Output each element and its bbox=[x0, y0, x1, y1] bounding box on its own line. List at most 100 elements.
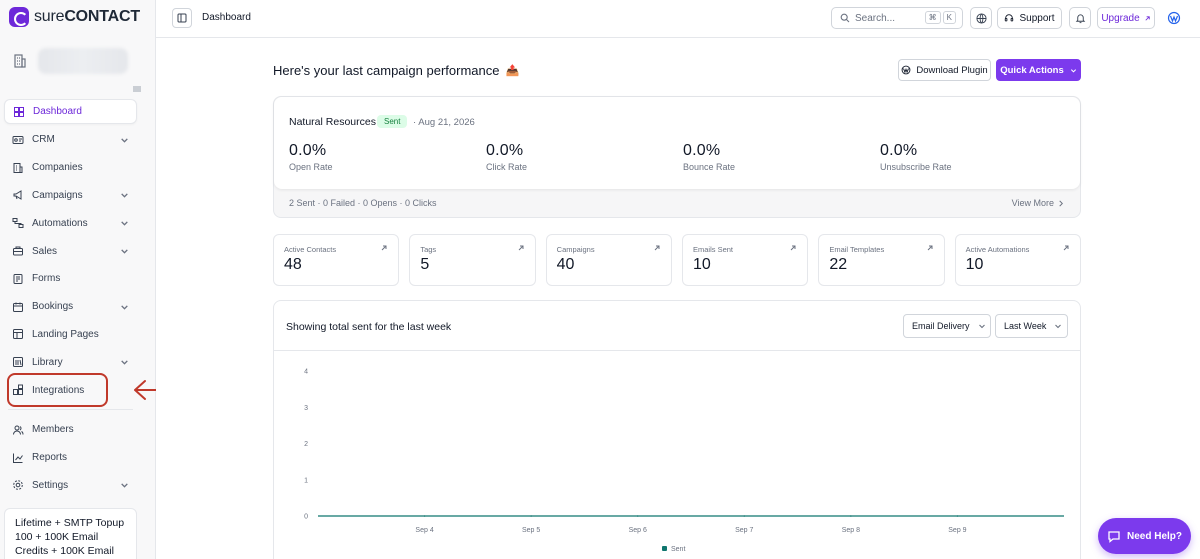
stat-label: Active Automations bbox=[965, 245, 1030, 254]
sidebar-item-label: Landing Pages bbox=[32, 328, 99, 340]
stat-card-active-automations[interactable]: Active Automations 10 bbox=[954, 234, 1081, 286]
support-label: Support bbox=[1019, 12, 1055, 24]
sidebar-item-reports[interactable]: Reports bbox=[4, 444, 137, 472]
stat-value: 48 bbox=[284, 256, 302, 273]
outbox-emoji-icon: 📤 bbox=[505, 65, 520, 77]
sidebar-nav: Dashboard CRM Companies Campaigns Automation… bbox=[4, 98, 137, 499]
chevron-down-icon bbox=[121, 249, 128, 254]
sidebar-item-bookings[interactable]: Bookings bbox=[4, 293, 137, 321]
sidebar-item-settings[interactable]: Settings bbox=[4, 472, 137, 500]
sidebar-item-automations[interactable]: Automations bbox=[4, 209, 137, 237]
legend-swatch bbox=[662, 546, 667, 551]
metric-value: 0.0% bbox=[683, 142, 721, 159]
chevron-down-icon bbox=[121, 305, 128, 310]
view-more-link[interactable]: View More bbox=[1012, 198, 1064, 208]
sidebar-item-label: Library bbox=[32, 356, 63, 368]
chevron-down-icon bbox=[121, 193, 128, 199]
last-campaign-card: Natural Resources Sent · Aug 21, 2026 0.… bbox=[273, 96, 1081, 218]
kbd-k: K bbox=[942, 11, 956, 24]
quick-actions-label: Quick Actions bbox=[1000, 64, 1064, 76]
sidebar-item-library[interactable]: Library bbox=[4, 348, 137, 376]
search-input[interactable]: Search... ⌘ K bbox=[831, 7, 963, 29]
sidebar-item-label: Integrations bbox=[32, 384, 85, 396]
surecontact-logo-icon bbox=[9, 7, 29, 27]
stat-cards: Active Contacts 48 Tags 5 Campaigns 40 Emails … bbox=[273, 234, 1081, 286]
sidebar-item-dashboard[interactable]: Dashboard bbox=[4, 99, 137, 124]
x-tick-label: Sep 7 bbox=[735, 527, 753, 534]
metric-label: Click Rate bbox=[486, 162, 528, 172]
stat-value: 5 bbox=[420, 256, 430, 273]
sidebar-item-label: Campaigns bbox=[32, 189, 83, 201]
upgrade-label: Upgrade bbox=[1101, 12, 1140, 24]
promo-banner[interactable]: Lifetime + SMTP Topup 100 + 100K Email C… bbox=[4, 508, 137, 559]
sidebar-item-sales[interactable]: Sales bbox=[4, 237, 137, 265]
x-tick-label: Sep 6 bbox=[629, 527, 647, 534]
notifications-button[interactable] bbox=[1069, 7, 1091, 29]
bell-icon bbox=[1075, 13, 1085, 23]
sidebar-item-companies[interactable]: Companies bbox=[4, 154, 137, 182]
chevron-down-icon bbox=[1070, 68, 1076, 73]
sidebar-item-label: Members bbox=[32, 424, 74, 436]
topbar: Dashboard Search... ⌘ K Support Upgrade bbox=[156, 0, 1200, 38]
metric-bounce-rate: 0.0% Bounce Rate bbox=[683, 142, 863, 172]
search-icon bbox=[840, 13, 850, 23]
stat-card-tags[interactable]: Tags 5 bbox=[409, 234, 536, 286]
need-help-button[interactable]: Need Help? bbox=[1098, 518, 1191, 554]
sidebar-item-campaigns[interactable]: Campaigns bbox=[4, 182, 137, 210]
chat-icon bbox=[1108, 530, 1120, 543]
sidebar-collapse-icon[interactable] bbox=[132, 84, 142, 94]
megaphone-icon bbox=[13, 190, 22, 201]
sidebar: sureCONTACT Dashboard CRM Companies Campaig… bbox=[0, 0, 156, 559]
select-value: Last Week bbox=[1004, 321, 1047, 331]
metric-click-rate: 0.0% Click Rate bbox=[486, 142, 666, 172]
stat-card-campaigns[interactable]: Campaigns 40 bbox=[545, 234, 672, 286]
quick-actions-button[interactable]: Quick Actions bbox=[996, 59, 1081, 81]
chevron-down-icon bbox=[121, 138, 128, 143]
stat-card-email-templates[interactable]: Email Templates 22 bbox=[818, 234, 945, 286]
form-icon bbox=[13, 273, 23, 284]
sidebar-item-label: CRM bbox=[32, 134, 55, 146]
sidebar-item-forms[interactable]: Forms bbox=[4, 265, 137, 293]
date-range-select[interactable]: Last Week bbox=[995, 314, 1068, 338]
sidebar-toggle-button[interactable] bbox=[172, 8, 192, 28]
metric-value: 0.0% bbox=[289, 142, 327, 159]
download-plugin-button[interactable]: Download Plugin bbox=[898, 59, 991, 81]
sidebar-item-members[interactable]: Members bbox=[4, 416, 137, 444]
workspace-switcher[interactable] bbox=[12, 44, 148, 78]
grid-icon bbox=[14, 106, 24, 117]
globe-icon bbox=[975, 12, 987, 24]
upgrade-button[interactable]: Upgrade bbox=[1097, 7, 1155, 29]
chart-title: Showing total sent for the last week bbox=[286, 321, 452, 333]
flow-icon bbox=[12, 218, 24, 229]
language-button[interactable] bbox=[970, 7, 992, 29]
view-more-label: View More bbox=[1011, 198, 1054, 208]
x-tick-label: Sep 8 bbox=[842, 527, 860, 534]
data-point bbox=[423, 515, 426, 517]
search-placeholder: Search... bbox=[855, 12, 896, 24]
chevron-down-icon bbox=[121, 221, 128, 226]
sidebar-item-landing-pages[interactable]: Landing Pages bbox=[4, 321, 137, 349]
kbd-cmd: ⌘ bbox=[924, 11, 941, 24]
library-icon bbox=[13, 357, 23, 368]
logo[interactable]: sureCONTACT bbox=[9, 7, 140, 27]
main-content: Here's your last campaign performance 📤 … bbox=[156, 38, 1200, 559]
sidebar-item-integrations[interactable]: Integrations bbox=[4, 376, 137, 404]
campaign-name[interactable]: Natural Resources bbox=[289, 116, 376, 128]
data-point bbox=[956, 515, 959, 517]
x-tick-label: Sep 4 bbox=[415, 527, 433, 534]
stat-card-emails-sent[interactable]: Emails Sent 10 bbox=[681, 234, 809, 286]
chart-header: Showing total sent for the last week Ema… bbox=[274, 301, 1080, 351]
stat-value: 22 bbox=[829, 256, 848, 273]
x-tick-label: Sep 9 bbox=[948, 527, 966, 534]
highlight-box-integrations bbox=[7, 373, 108, 407]
email-delivery-select[interactable]: Email Delivery bbox=[903, 314, 991, 338]
stat-card-active-contacts[interactable]: Active Contacts 48 bbox=[273, 234, 400, 286]
support-button[interactable]: Support bbox=[997, 7, 1062, 29]
chevron-down-icon bbox=[121, 483, 128, 489]
wordpress-icon[interactable] bbox=[1167, 11, 1181, 25]
id-card-icon bbox=[12, 135, 24, 144]
external-arrow-icon bbox=[790, 245, 796, 251]
stat-label: Campaigns bbox=[556, 245, 595, 254]
calendar-icon bbox=[13, 302, 23, 312]
sidebar-item-crm[interactable]: CRM bbox=[4, 126, 137, 154]
